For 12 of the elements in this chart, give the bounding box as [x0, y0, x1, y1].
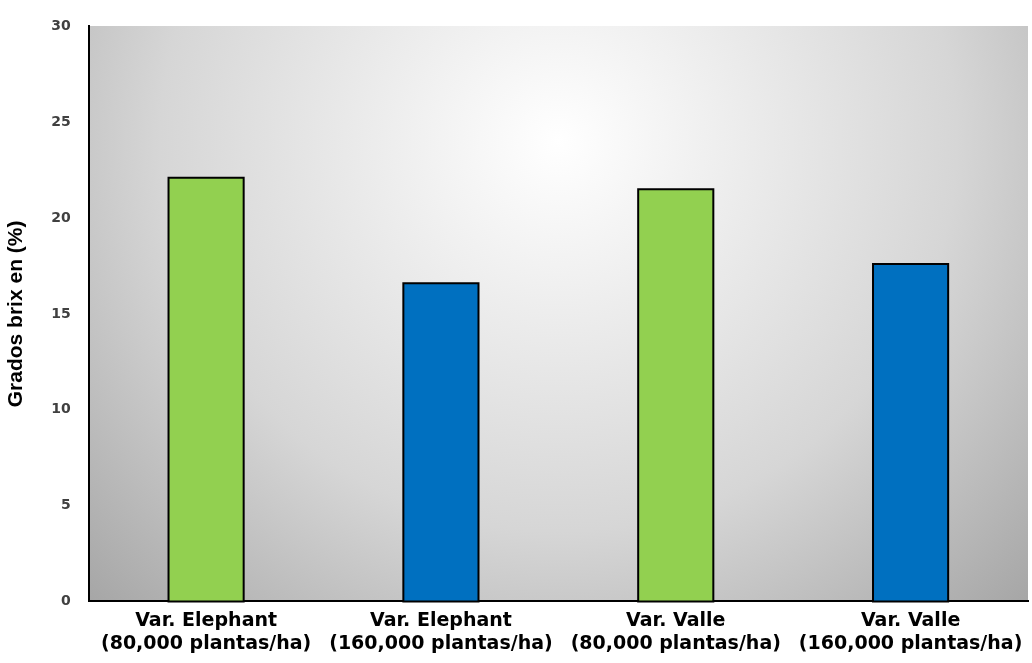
x-tick-label: Var. Valle (80,000 plantas/ha): [570, 607, 781, 653]
y-axis-title: Grados brix en (%): [3, 220, 27, 408]
y-tick-label: 15: [51, 304, 71, 321]
y-tick-label: 30: [51, 17, 71, 34]
y-tick-label: 10: [51, 400, 71, 417]
y-tick-label: 0: [60, 592, 71, 609]
y-tick-label: 20: [51, 208, 71, 225]
x-tick-label: Var. Elephant (160,000 plantas/ha): [329, 607, 553, 653]
y-tick-label: 5: [60, 496, 71, 513]
y-tick-label: 25: [51, 112, 71, 129]
x-tick-label: Var. Valle (160,000 plantas/ha): [798, 607, 1023, 653]
x-tick-label: Var. Elephant (80,000 plantas/ha): [100, 607, 312, 653]
